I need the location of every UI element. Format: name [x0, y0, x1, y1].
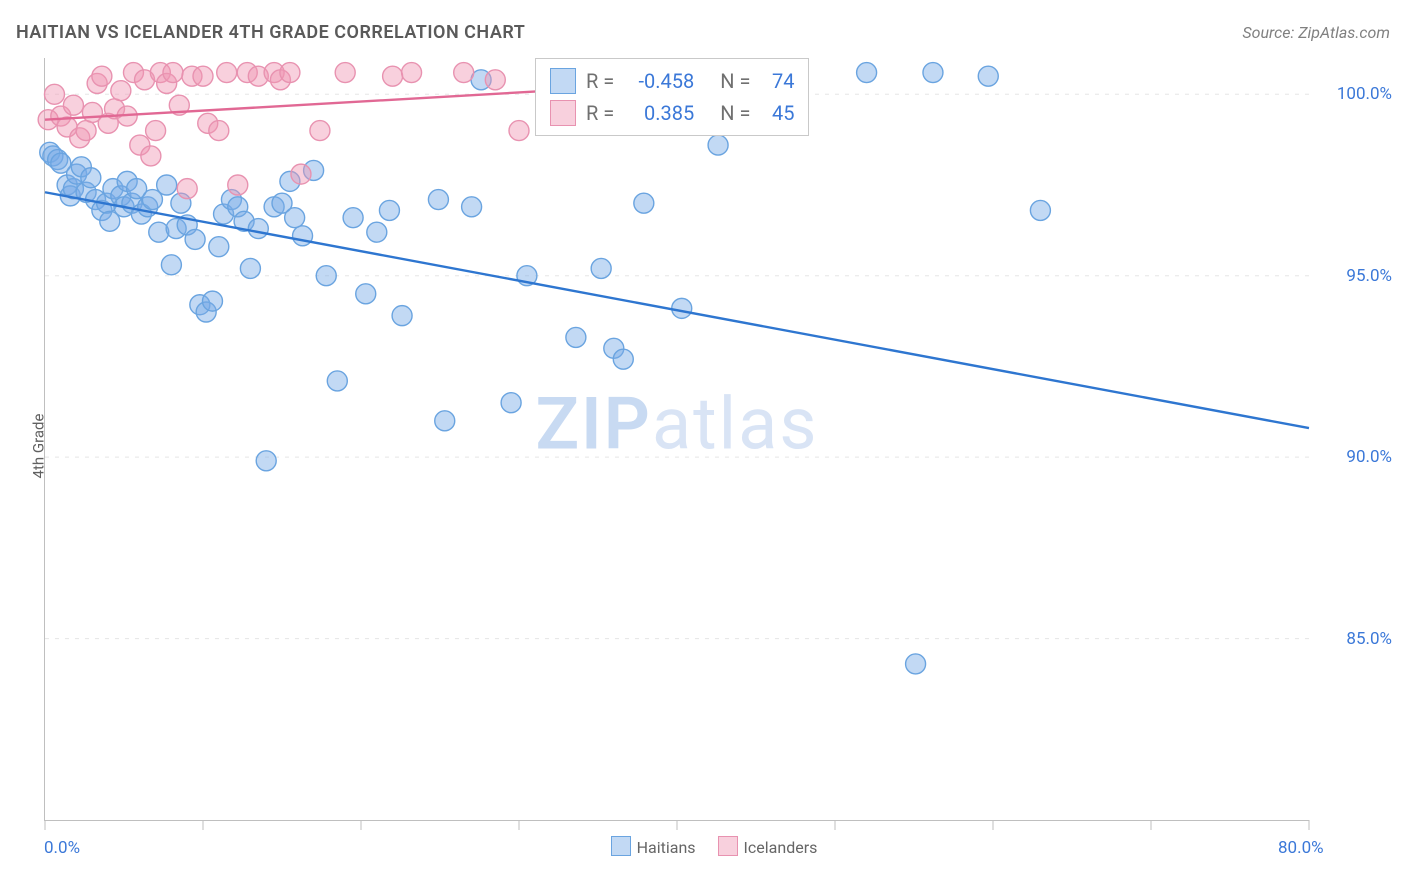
correlation-legend: R =-0.458N =74R =0.385N =45	[535, 58, 809, 136]
plot-area: ZIPatlas R =-0.458N =74R =0.385N =45	[44, 58, 1309, 821]
legend-stat-row: R =-0.458N =74	[550, 65, 794, 97]
y-tick-label: 85.0%	[1346, 629, 1392, 649]
y-tick-label: 100.0%	[1337, 84, 1392, 104]
y-tick-label: 90.0%	[1346, 447, 1392, 467]
watermark: ZIPatlas	[535, 381, 818, 466]
legend-swatch	[718, 836, 738, 856]
source-label: Source: ZipAtlas.com	[1242, 23, 1390, 42]
series-legend: Haitians Icelanders	[0, 836, 1406, 857]
legend-swatch	[611, 836, 631, 856]
legend-series-label: Haitians	[637, 838, 696, 857]
legend-series-label: Icelanders	[744, 838, 818, 857]
legend-stat-row: R =0.385N =45	[550, 97, 794, 129]
chart-title: HAITIAN VS ICELANDER 4TH GRADE CORRELATI…	[16, 22, 525, 43]
y-tick-label: 95.0%	[1346, 266, 1392, 286]
